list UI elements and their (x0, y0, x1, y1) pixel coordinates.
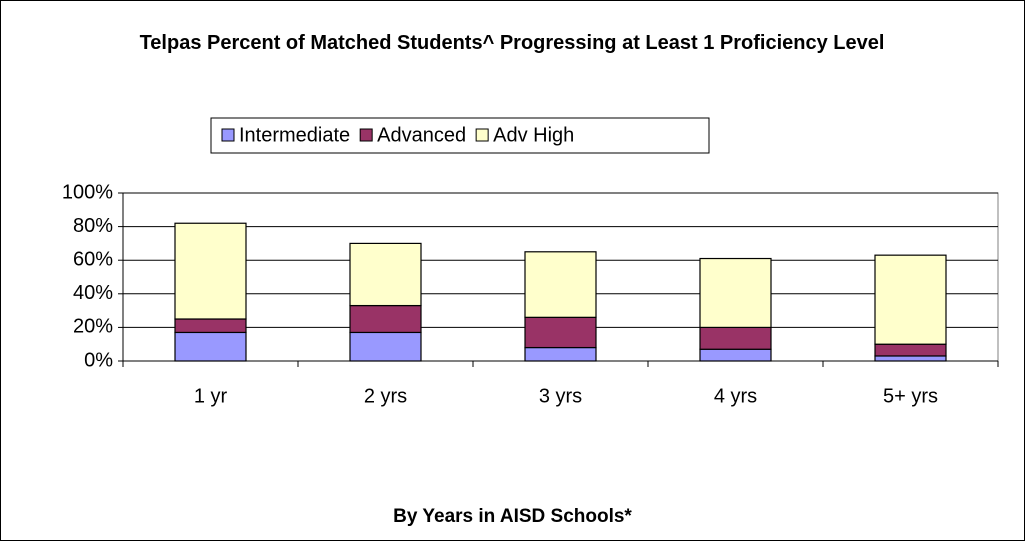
bar-segment (699, 348, 772, 362)
y-tick-label: 20% (73, 316, 113, 338)
legend-swatch (359, 128, 373, 142)
bar-segment (699, 326, 772, 350)
bar-segment (174, 331, 247, 362)
bar-segment (524, 316, 597, 349)
bar-segment (874, 355, 947, 362)
bar-segment (174, 222, 247, 320)
bar-segment (699, 257, 772, 328)
y-tick-label: 80% (73, 215, 113, 237)
y-tick-label: 0% (84, 349, 113, 371)
bar-segment (524, 251, 597, 318)
bar-segment (349, 242, 422, 307)
legend-label: Advanced (377, 124, 466, 146)
bar-segment (874, 254, 947, 345)
legend-box (210, 117, 710, 154)
y-tick-label: 40% (73, 282, 113, 304)
chart-title: Telpas Percent of Matched Students^ Prog… (139, 32, 885, 54)
bar-segment (349, 331, 422, 362)
legend-swatch (475, 128, 489, 142)
legend-swatch (221, 128, 235, 142)
bar-segment (349, 304, 422, 334)
x-tick-label: 2 yrs (364, 385, 407, 407)
y-tick-label: 100% (62, 181, 113, 203)
x-tick-label: 4 yrs (714, 385, 757, 407)
x-axis-title: By Years in AISD Schools* (393, 506, 632, 527)
bar-segment (524, 346, 597, 362)
x-tick-label: 3 yrs (539, 385, 582, 407)
y-tick-label: 60% (73, 248, 113, 270)
x-tick-label: 5+ yrs (883, 385, 938, 407)
x-tick-label: 1 yr (194, 385, 228, 407)
legend-label: Intermediate (239, 124, 350, 146)
legend-label: Adv High (493, 124, 574, 146)
bar-segment (174, 318, 247, 334)
bar-segment (874, 343, 947, 357)
